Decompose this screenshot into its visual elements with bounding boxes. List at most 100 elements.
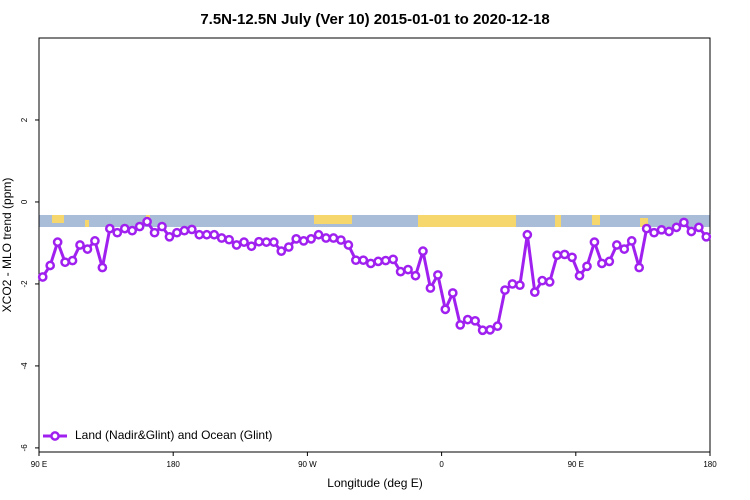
data-point bbox=[500, 285, 510, 295]
data-point bbox=[112, 227, 123, 238]
legend-marker bbox=[50, 431, 60, 441]
data-point bbox=[298, 236, 309, 246]
data-point bbox=[574, 270, 585, 281]
land-ocean-strip bbox=[39, 215, 710, 227]
x-tick-label: 180 bbox=[167, 460, 181, 469]
data-point bbox=[276, 246, 287, 256]
data-point bbox=[433, 270, 443, 280]
chart-title: 7.5N-12.5N July (Ver 10) 2015-01-01 to 2… bbox=[200, 11, 549, 28]
data-point bbox=[157, 221, 167, 232]
data-point bbox=[194, 229, 205, 240]
data-point bbox=[269, 237, 279, 247]
data-point bbox=[440, 304, 451, 315]
data-point bbox=[679, 217, 689, 228]
data-point bbox=[216, 233, 227, 243]
data-point bbox=[45, 260, 56, 271]
data-point bbox=[544, 277, 555, 287]
data-point bbox=[209, 229, 220, 240]
data-point bbox=[239, 237, 249, 247]
data-point bbox=[686, 226, 697, 237]
data-point bbox=[589, 237, 600, 247]
data-point bbox=[60, 257, 70, 268]
data-point bbox=[425, 283, 436, 293]
data-point bbox=[179, 225, 190, 236]
data-point bbox=[634, 262, 645, 273]
data-point bbox=[134, 221, 145, 232]
data-point bbox=[455, 320, 466, 330]
data-point bbox=[254, 236, 264, 247]
data-point bbox=[75, 240, 85, 250]
data-point bbox=[283, 242, 294, 252]
y-tick-label: 0 bbox=[20, 199, 29, 204]
data-point bbox=[328, 233, 339, 243]
y-tick-label: 2 bbox=[20, 117, 29, 122]
data-point bbox=[515, 280, 525, 291]
data-point bbox=[336, 235, 346, 245]
data-point bbox=[373, 256, 384, 267]
data-point bbox=[418, 246, 428, 256]
data-point bbox=[313, 229, 324, 240]
data-point bbox=[567, 252, 577, 263]
x-tick-label: 0 bbox=[439, 460, 444, 469]
data-point bbox=[388, 254, 398, 265]
data-point bbox=[82, 244, 93, 254]
data-point bbox=[37, 272, 48, 282]
data-point bbox=[649, 227, 659, 238]
data-point bbox=[507, 279, 518, 289]
data-point bbox=[671, 222, 682, 233]
data-point bbox=[611, 240, 622, 250]
data-point bbox=[410, 270, 421, 281]
data-point bbox=[552, 250, 563, 261]
data-point bbox=[321, 233, 331, 243]
x-tick-label: 90 W bbox=[298, 460, 317, 469]
data-point bbox=[67, 255, 78, 266]
data-point bbox=[104, 223, 115, 234]
data-point bbox=[626, 236, 637, 246]
data-point bbox=[619, 244, 630, 254]
data-point bbox=[597, 258, 607, 269]
plot-frame bbox=[38, 37, 711, 453]
data-point bbox=[529, 287, 540, 297]
data-point bbox=[537, 275, 548, 286]
data-point bbox=[261, 237, 272, 247]
data-point bbox=[97, 262, 108, 273]
data-point bbox=[306, 234, 316, 244]
data-point bbox=[343, 240, 354, 250]
x-tick-label: 180 bbox=[703, 460, 717, 469]
data-point bbox=[380, 255, 391, 266]
data-point bbox=[52, 237, 63, 247]
data-point bbox=[365, 258, 376, 269]
data-point bbox=[291, 234, 302, 244]
data-point bbox=[522, 229, 533, 240]
data-point bbox=[693, 222, 704, 233]
data-point bbox=[186, 224, 197, 235]
data-point bbox=[164, 231, 175, 242]
y-tick-label: -6 bbox=[20, 444, 29, 452]
data-point bbox=[485, 324, 495, 335]
data-point bbox=[664, 226, 674, 237]
data-point bbox=[559, 249, 570, 260]
data-point bbox=[492, 321, 503, 332]
data-point bbox=[172, 227, 182, 238]
data-point bbox=[470, 315, 480, 326]
x-tick-label: 90 E bbox=[31, 460, 47, 469]
series-line bbox=[41, 219, 708, 332]
data-point bbox=[351, 255, 361, 266]
data-point bbox=[403, 264, 413, 275]
data-point bbox=[462, 314, 473, 325]
data-point bbox=[224, 234, 234, 245]
data-point bbox=[119, 223, 130, 234]
x-tick-label: 90 E bbox=[568, 460, 584, 469]
data-point bbox=[641, 223, 652, 234]
y-tick-label: -4 bbox=[20, 362, 29, 370]
legend-label: Land (Nadir&Glint) and Ocean (Glint) bbox=[75, 428, 272, 442]
data-point bbox=[231, 240, 242, 250]
data-point bbox=[604, 256, 615, 267]
data-point bbox=[127, 225, 138, 236]
data-point bbox=[90, 236, 100, 246]
data-point bbox=[582, 261, 592, 272]
y-tick-label: -2 bbox=[20, 280, 29, 288]
data-point bbox=[201, 229, 212, 240]
data-point bbox=[395, 266, 406, 277]
